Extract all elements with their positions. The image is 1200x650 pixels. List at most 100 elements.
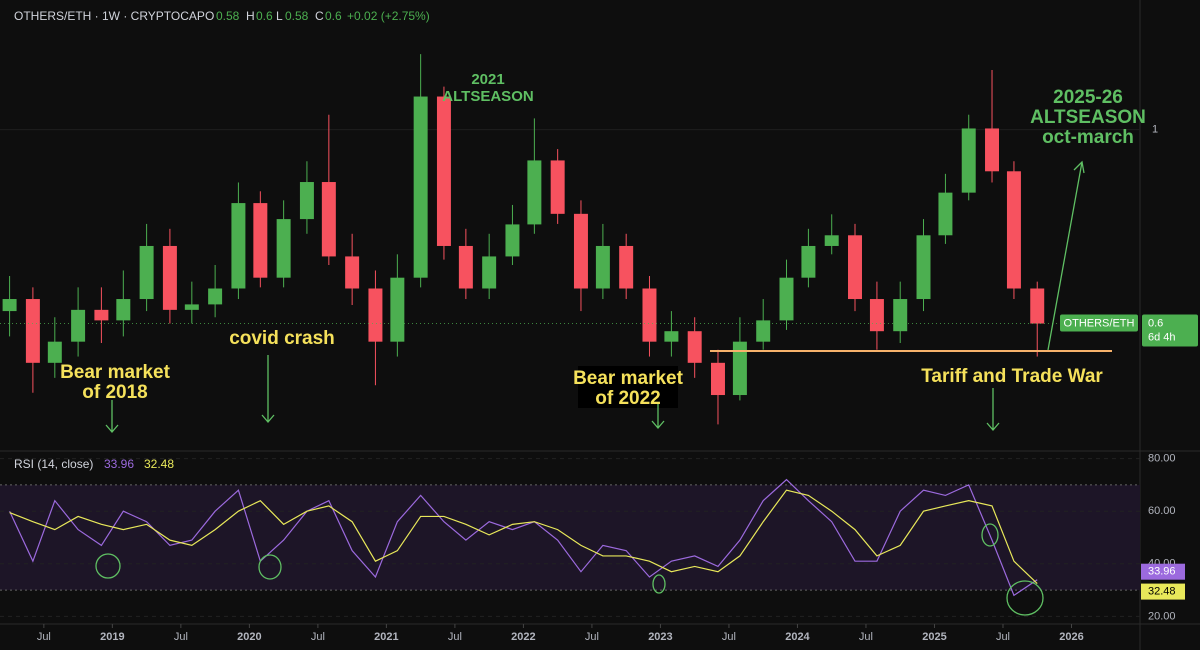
annotation: ALTSEASON	[442, 88, 533, 105]
candle-body	[801, 245, 816, 278]
x-tick-label: 2020	[237, 631, 261, 643]
ohlc-change: +0.02 (+2.75%)	[347, 9, 430, 23]
candle-body	[642, 288, 657, 342]
candle-body	[25, 299, 40, 363]
annotation: oct-march	[1042, 127, 1134, 148]
circle	[258, 554, 282, 580]
annotation: 2021	[471, 71, 504, 88]
y-tick-label: 60.00	[1148, 505, 1176, 517]
candle-body	[390, 277, 405, 342]
x-tick-label: 2019	[100, 631, 124, 643]
candle-body	[139, 245, 154, 300]
value-tag	[1141, 583, 1185, 600]
candle-body	[94, 309, 109, 321]
candle-body	[573, 213, 588, 289]
ohlc-label: H	[246, 9, 255, 23]
rsi-title: RSI (14, close)	[14, 457, 93, 471]
series-name: OTHERS/ETH	[1064, 317, 1135, 329]
candle-body	[732, 341, 747, 396]
ohlc-value: 0.58	[285, 9, 309, 23]
candle-body	[436, 96, 451, 246]
candle-body	[253, 203, 268, 278]
circle	[981, 523, 999, 547]
ohlc-value: 0.6	[325, 9, 342, 23]
countdown: 6d 4h	[1148, 331, 1176, 343]
candle-body	[985, 128, 1000, 172]
x-tick-label: 2023	[648, 631, 672, 643]
candle-body	[916, 235, 931, 300]
arrow	[651, 404, 665, 429]
arrow	[986, 388, 1000, 431]
candle-body	[619, 245, 634, 289]
annotation: Tariff and Trade War	[921, 366, 1103, 387]
candle-body	[938, 192, 953, 236]
candle-body	[848, 235, 862, 300]
annotation: Bear market	[573, 368, 684, 389]
arrows	[95, 160, 1085, 616]
y-tick-label: 20.00	[1148, 610, 1176, 622]
candle-body	[687, 331, 702, 363]
y-tick-label: 1	[1152, 124, 1158, 136]
annotation: of 2018	[82, 382, 147, 403]
value-tag-label: 32.48	[1148, 585, 1176, 597]
rsi-ma-value: 32.48	[144, 457, 174, 471]
arrow	[261, 355, 275, 423]
x-tick-label: 2024	[785, 631, 810, 643]
candle-body	[276, 219, 291, 278]
ohlc-label: O	[205, 9, 214, 23]
candle-body	[162, 245, 177, 310]
candle-body	[505, 224, 520, 257]
x-tick-label: 2025	[922, 631, 946, 643]
rsi-line	[9, 489, 1038, 585]
series-tag	[1060, 314, 1138, 332]
circle	[1006, 580, 1044, 616]
arrow	[1047, 160, 1085, 351]
annotation: Bear market	[60, 362, 171, 383]
candle-body	[710, 362, 725, 396]
rsi-value: 33.96	[104, 457, 134, 471]
candle-body	[2, 299, 17, 312]
x-tick-label: 2026	[1059, 631, 1083, 643]
candle-body	[116, 299, 131, 321]
value-tag-label: 33.96	[1148, 566, 1176, 578]
value-tag	[1141, 563, 1185, 580]
candle-body	[1006, 171, 1021, 289]
last-price: 0.6	[1148, 317, 1163, 329]
x-tick-label: Jul	[722, 631, 736, 643]
price-tag	[1142, 314, 1198, 347]
candle-body	[1030, 288, 1045, 324]
annotation: covid crash	[229, 328, 335, 349]
candle-body	[47, 341, 62, 363]
candle-body	[208, 288, 223, 305]
candle-body	[961, 128, 976, 193]
x-tick-label: Jul	[996, 631, 1010, 643]
x-tick-label: Jul	[311, 631, 325, 643]
annotation: of 2022	[595, 388, 660, 409]
candle-body	[345, 256, 360, 289]
candle-body	[824, 235, 839, 246]
x-tick-label: Jul	[37, 631, 51, 643]
x-tick-label: 2022	[511, 631, 535, 643]
candle-body	[482, 256, 497, 289]
candle-body	[869, 299, 884, 332]
chart-title: OTHERS/ETH · 1W · CRYPTOCAP	[14, 9, 205, 23]
candle-body	[321, 182, 336, 257]
candle-body	[664, 331, 679, 342]
x-tick-label: Jul	[174, 631, 188, 643]
candle-body	[299, 182, 314, 220]
candle-body	[527, 160, 542, 225]
arrow	[105, 400, 119, 433]
candle-body	[779, 277, 794, 321]
x-tick-label: Jul	[448, 631, 462, 643]
candle-body	[231, 203, 246, 289]
candle-body	[595, 245, 610, 289]
x-tick-label: Jul	[585, 631, 599, 643]
x-tick-label: 2021	[374, 631, 398, 643]
annotation-bg	[578, 366, 678, 408]
ohlc-value: 0.6	[256, 9, 273, 23]
candle-body	[413, 96, 428, 278]
circle	[95, 553, 121, 579]
x-tick-label: Jul	[859, 631, 873, 643]
circle	[652, 574, 666, 594]
candle-body	[184, 304, 199, 310]
